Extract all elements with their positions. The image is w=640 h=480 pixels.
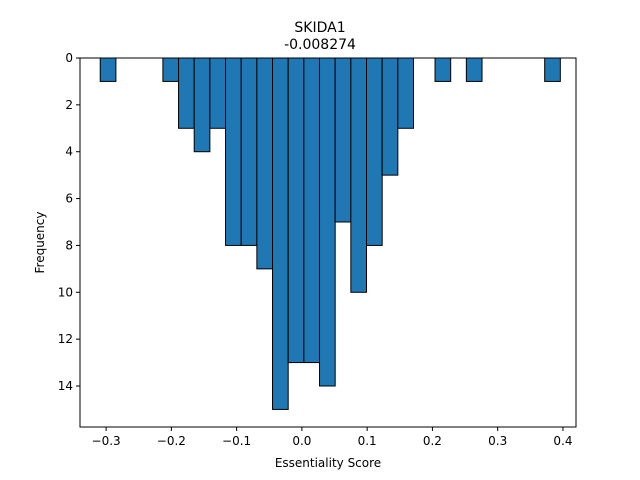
histogram-bar	[178, 57, 195, 129]
histogram-bar	[381, 57, 399, 176]
histogram-bar	[287, 57, 305, 364]
y-tick-label: 8	[65, 238, 73, 252]
histogram-bar	[240, 57, 258, 246]
histogram-bar	[465, 57, 483, 82]
histogram-bar	[397, 57, 414, 129]
histogram-bar	[225, 57, 242, 246]
histogram-bar	[303, 57, 321, 364]
histogram-bar	[162, 57, 180, 82]
y-tick-label: 6	[65, 192, 73, 206]
y-tick-label: 10	[58, 285, 73, 299]
x-tick-label: 0.1	[358, 434, 377, 448]
histogram-bar	[544, 57, 561, 82]
histogram-bar	[350, 57, 368, 293]
histogram-bar	[334, 57, 352, 223]
y-tick-label: 4	[65, 145, 73, 159]
x-tick-label: 0.2	[423, 434, 442, 448]
y-tick-label: 14	[58, 379, 73, 393]
chart-title: SKIDA1	[294, 20, 345, 36]
histogram-bar	[256, 57, 274, 270]
chart-subtitle: -0.008274	[284, 37, 356, 53]
histogram-bar	[434, 57, 452, 82]
histogram-bar	[99, 57, 117, 82]
y-tick-label: 12	[58, 332, 73, 346]
histogram-bar	[209, 57, 227, 129]
histogram-bar	[272, 57, 289, 410]
x-axis-ticks: −0.3 −0.2 −0.1 0.0 0.1 0.2 0.3 0.4	[92, 427, 572, 448]
y-tick-label: 2	[65, 98, 73, 112]
x-tick-label: −0.1	[222, 434, 251, 448]
bars-group	[99, 57, 561, 410]
x-tick-label: 0.0	[292, 434, 311, 448]
x-tick-label: 0.3	[488, 434, 507, 448]
histogram-bar	[319, 57, 336, 387]
x-tick-label: 0.4	[553, 434, 572, 448]
x-tick-label: −0.2	[157, 434, 186, 448]
y-axis-label: Frequency	[33, 212, 47, 274]
y-axis-ticks: 0 2 4 6 8 10 12 14	[58, 51, 80, 393]
histogram-bar	[193, 57, 211, 153]
y-tick-label: 0	[65, 51, 73, 65]
x-tick-label: −0.3	[92, 434, 121, 448]
plot-frame	[79, 57, 577, 428]
histogram-bar	[366, 57, 383, 246]
x-axis-label: Essentiality Score	[275, 456, 381, 470]
